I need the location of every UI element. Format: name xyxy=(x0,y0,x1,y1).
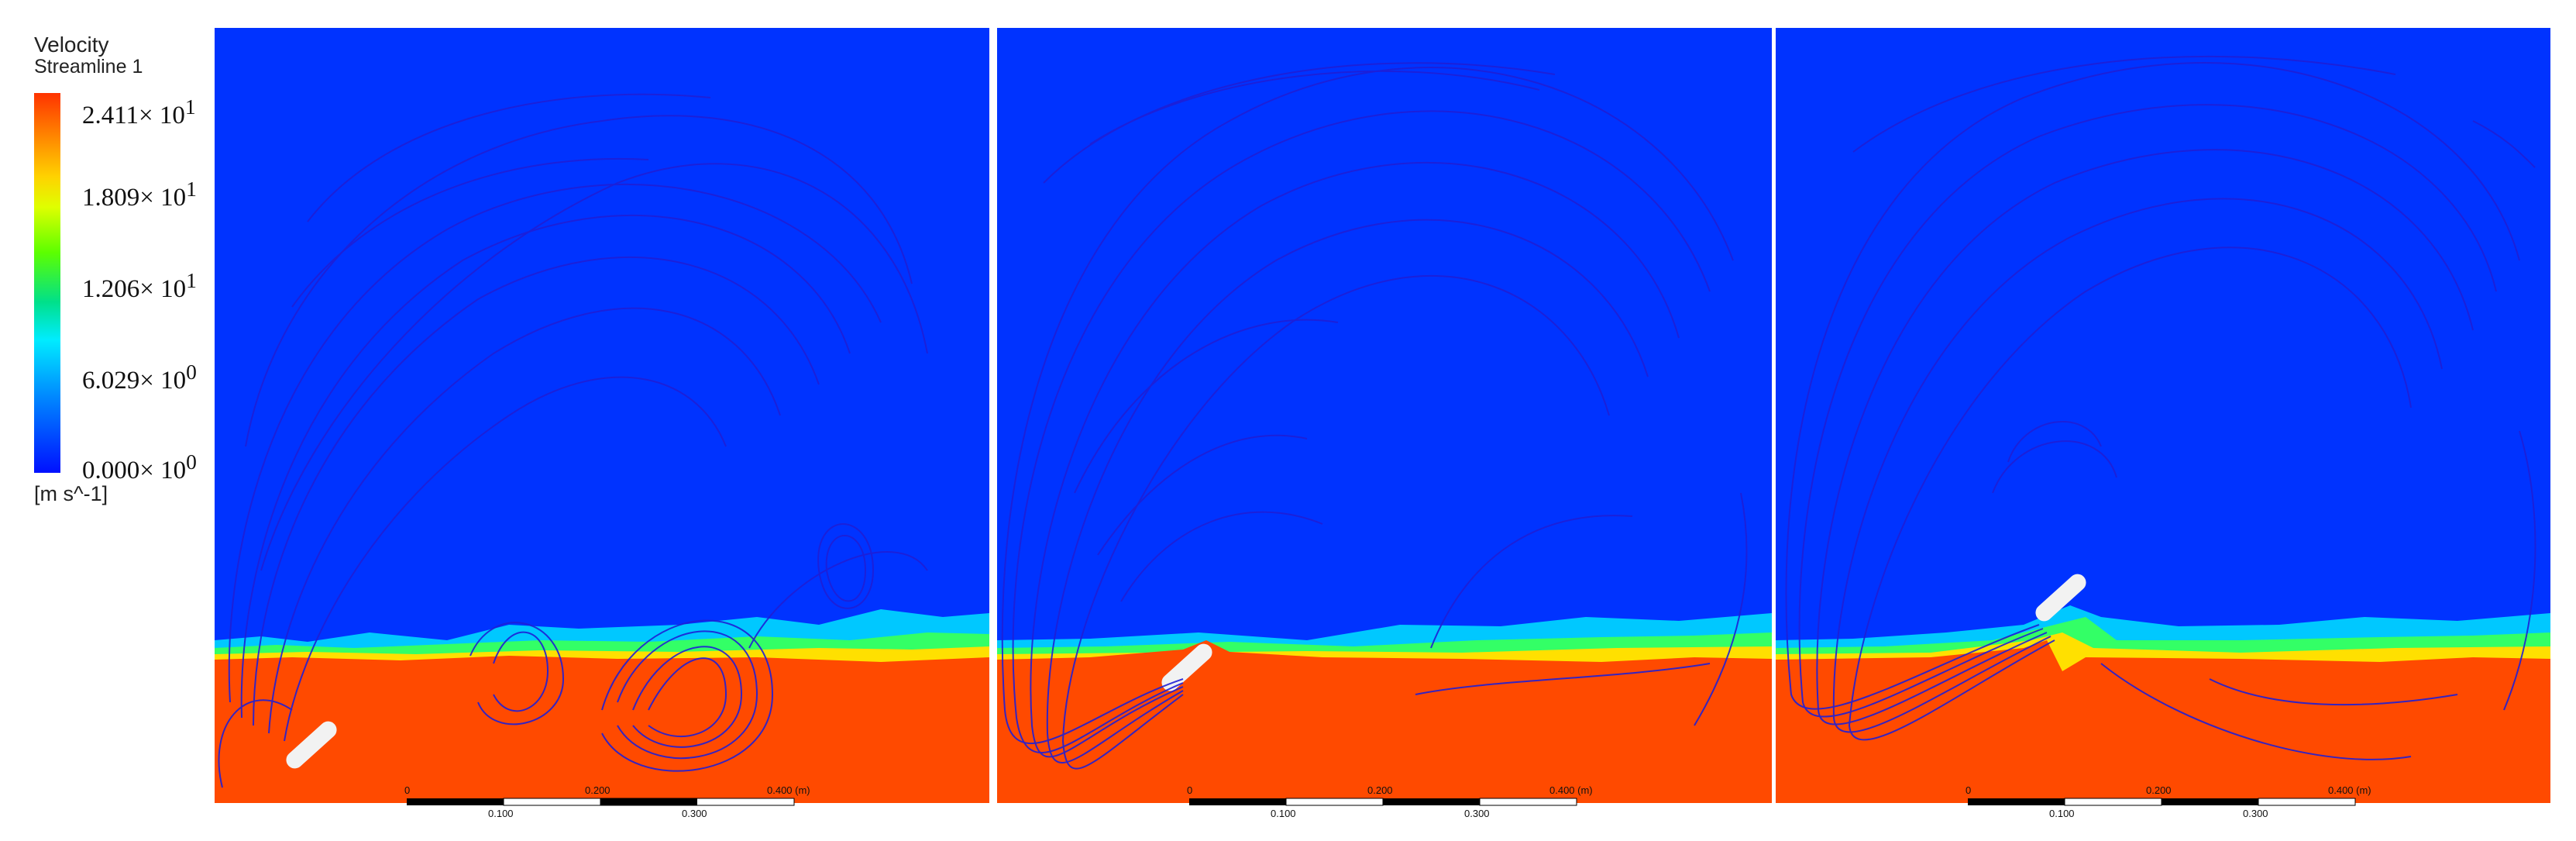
scale-label-100: 0.100 xyxy=(1271,808,1296,819)
scale-label-300: 0.300 xyxy=(682,808,707,819)
scale-label-400: 0.400 (m) xyxy=(2328,784,2371,796)
legend-tick-3: 1.206× 101 xyxy=(82,268,197,303)
scale-label-0: 0 xyxy=(1966,784,1972,796)
simulation-panel-right xyxy=(1776,28,2550,803)
nozzle-right xyxy=(2035,574,2086,622)
nozzle-middle xyxy=(1161,643,1212,691)
velocity-legend: Velocity Streamline 1 2.411× 101 1.809× … xyxy=(0,0,209,543)
scale-label-0: 0 xyxy=(404,784,411,796)
scale-label-200: 0.200 xyxy=(585,784,610,796)
legend-tick-2: 1.809× 101 xyxy=(82,177,197,212)
legend-unit: [m s^-1] xyxy=(34,482,108,505)
legend-title: Velocity xyxy=(34,33,109,57)
scale-label-300: 0.300 xyxy=(2243,808,2268,819)
legend-tick-min: 0.000× 100 xyxy=(82,450,197,484)
legend-tick-max: 2.411× 101 xyxy=(82,95,196,129)
scale-label-400: 0.400 (m) xyxy=(1549,784,1593,796)
legend-color-bar xyxy=(34,93,60,473)
scale-label-100: 0.100 xyxy=(488,808,514,819)
scale-label-200: 0.200 xyxy=(2146,784,2172,796)
velocity-field-right xyxy=(1776,28,2550,803)
scale-bar-left: 0 0.200 0.400 (m) 0.100 0.300 xyxy=(395,784,810,831)
scale-bar-middle: 0 0.200 0.400 (m) 0.100 0.300 xyxy=(1178,784,1593,831)
simulation-panel-left xyxy=(215,28,989,803)
simulation-panel-middle xyxy=(997,28,1772,803)
scale-label-100: 0.100 xyxy=(2049,808,2075,819)
scale-label-400: 0.400 (m) xyxy=(767,784,810,796)
velocity-field-middle xyxy=(997,28,1772,803)
legend-tick-4: 6.029× 100 xyxy=(82,360,197,395)
scale-bar-right: 0 0.200 0.400 (m) 0.100 0.300 xyxy=(1956,784,2371,831)
legend-subtitle: Streamline 1 xyxy=(34,56,143,78)
velocity-field-left xyxy=(215,28,989,803)
scale-label-200: 0.200 xyxy=(1367,784,1393,796)
scale-label-300: 0.300 xyxy=(1464,808,1490,819)
nozzle-left xyxy=(286,721,337,769)
scale-label-0: 0 xyxy=(1187,784,1193,796)
